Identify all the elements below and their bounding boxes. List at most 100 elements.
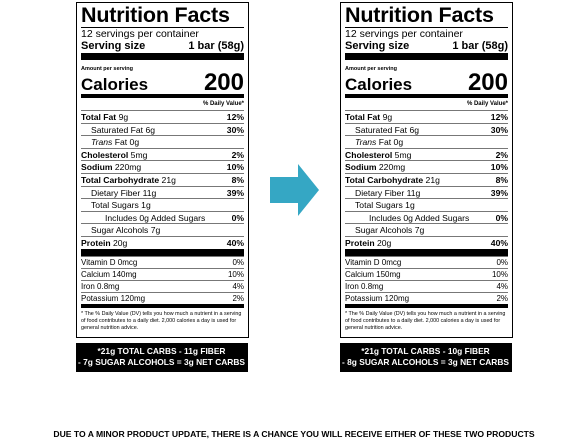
nutrient: Dietary Fiber 11g bbox=[345, 187, 420, 199]
vitamin-amount: 0mcg bbox=[381, 257, 402, 267]
serving-size-row: Serving size 1 bar (58g) bbox=[81, 40, 244, 53]
thick-rule bbox=[81, 53, 244, 60]
nutrient-row: Total Carbohydrate 21g 8% bbox=[81, 172, 244, 186]
nutrient-amount: 1g bbox=[405, 200, 415, 211]
nutrient-name: Total Fat bbox=[81, 112, 117, 122]
nutrient-amount: 9g bbox=[382, 112, 393, 122]
nutrient-amount: 11g bbox=[406, 187, 421, 198]
daily-value: 2% bbox=[495, 149, 508, 160]
nutrient-name: Fat bbox=[378, 137, 392, 148]
nutrient-name: Saturated Fat bbox=[91, 124, 144, 135]
vitamin-amount: 120mg bbox=[384, 294, 410, 304]
nutrient-amount: 7g bbox=[150, 225, 161, 236]
nutrition-label: Nutrition Facts 12 servings per container… bbox=[340, 2, 513, 338]
calories-label: Calories bbox=[81, 75, 149, 94]
serving-size: 1 bar (58g) bbox=[452, 40, 508, 52]
daily-value: 2% bbox=[231, 149, 244, 160]
nutrient-name: Sodium bbox=[81, 162, 113, 173]
nutrient-name: Protein bbox=[81, 237, 111, 248]
nutrient: Total Carbohydrate 21g bbox=[345, 174, 440, 186]
vitamin-row: Calcium 140mg 10% bbox=[81, 267, 244, 280]
nutrient-row: Trans Fat 0g bbox=[345, 135, 508, 148]
nutrient-name: Fat bbox=[114, 137, 128, 148]
daily-value: 0% bbox=[495, 212, 508, 223]
vitamin-amount: 0.8mg bbox=[361, 281, 384, 291]
nutrient-amount: 220mg bbox=[378, 162, 406, 173]
nutrient: Total Fat 9g bbox=[345, 111, 392, 123]
nutrient-row: Sugar Alcohols 7g bbox=[81, 223, 244, 236]
daily-value: 30% bbox=[226, 124, 244, 135]
nutrient-name: Total Fat bbox=[345, 112, 381, 122]
daily-value: 8% bbox=[495, 174, 508, 185]
vitamin-row: Iron 0.8mg 4% bbox=[81, 279, 244, 292]
daily-value: 12% bbox=[226, 112, 244, 122]
nutrient: Trans Fat 0g bbox=[81, 136, 139, 148]
nutrient-name: Dietary Fiber bbox=[355, 187, 405, 198]
calories: 200 bbox=[203, 69, 244, 96]
calories-label: Calories bbox=[345, 75, 413, 94]
daily-value: 39% bbox=[490, 187, 508, 198]
rule bbox=[81, 27, 244, 28]
net-carbs: *21g TOTAL CARBS - 11g FIBER - 7g SUGAR A… bbox=[75, 343, 248, 372]
vitamin-row: Vitamin D 0mcg 0% bbox=[345, 255, 508, 268]
rule bbox=[345, 27, 508, 28]
vitamin-row: Calcium 150mg 10% bbox=[345, 267, 508, 280]
notice: DUE TO A MINOR PRODUCT UPDATE, THERE IS … bbox=[53, 429, 535, 439]
nutrient: Trans Fat 0g bbox=[345, 136, 403, 148]
vitamin: Potassium 120mg bbox=[81, 293, 145, 304]
daily-value: 40% bbox=[490, 237, 508, 248]
vitamin-name: Potassium bbox=[81, 294, 119, 304]
vitamin-name: Iron bbox=[345, 281, 359, 291]
nutrient-italic: Trans bbox=[91, 137, 113, 148]
nutrient-name: Protein bbox=[345, 237, 375, 248]
vitamin-amount: 120mg bbox=[120, 294, 146, 304]
daily-value-header: % Daily Value* bbox=[466, 101, 508, 107]
nutrient: Total Fat 9g bbox=[81, 111, 128, 123]
nutrient-name: Total Sugars bbox=[355, 200, 403, 211]
vitamin-dv: 10% bbox=[227, 269, 244, 279]
nutrient-row: Sugar Alcohols 7g bbox=[345, 223, 508, 236]
arrow bbox=[270, 164, 319, 216]
nutrient-amount: 0g bbox=[129, 137, 140, 148]
vitamin-dv: 2% bbox=[496, 294, 508, 304]
nutrient-amount: 7g bbox=[414, 225, 425, 236]
label-title: Nutrition Facts bbox=[81, 3, 230, 27]
nutrient-row: Dietary Fiber 11g 39% bbox=[81, 185, 244, 199]
nutrient: Cholesterol 5mg bbox=[345, 149, 411, 161]
daily-value: 8% bbox=[231, 174, 244, 185]
daily-value: 12% bbox=[490, 112, 508, 122]
vitamin-dv: 2% bbox=[232, 294, 244, 304]
nutrient: Dietary Fiber 11g bbox=[81, 187, 156, 199]
amount-per-serving: Amount per serving bbox=[345, 66, 397, 72]
nutrient: Includes 0g Added Sugars bbox=[345, 212, 469, 224]
vitamin-dv: 0% bbox=[232, 257, 244, 267]
medium-rule bbox=[81, 304, 244, 309]
vitamin-row: Iron 0.8mg 4% bbox=[345, 279, 508, 292]
vitamin-amount: 140mg bbox=[112, 269, 137, 279]
nutrient-row: Trans Fat 0g bbox=[81, 135, 244, 148]
vitamin: Calcium 150mg bbox=[345, 269, 401, 280]
vitamin-name: Potassium bbox=[345, 294, 383, 304]
net-carbs-line: - 8g SUGAR ALCOHOLS = 3g NET CARBS bbox=[342, 357, 509, 367]
nutrient-amount: 1g bbox=[141, 200, 151, 211]
nutrient: Sugar Alcohols 7g bbox=[81, 224, 160, 236]
servings: 12 servings per container bbox=[81, 28, 199, 40]
daily-value-header: % Daily Value* bbox=[202, 101, 244, 107]
nutrient: Saturated Fat 6g bbox=[81, 124, 155, 136]
nutrient-row: Sodium 220mg 10% bbox=[345, 160, 508, 173]
thick-rule bbox=[345, 248, 508, 256]
nutrient-name: Sugar Alcohols bbox=[355, 225, 413, 236]
nutrient-row: Includes 0g Added Sugars 0% bbox=[81, 210, 244, 224]
medium-rule bbox=[81, 94, 244, 98]
vitamin: Vitamin D 0mcg bbox=[345, 257, 401, 268]
nutrient-amount: 9g bbox=[118, 112, 129, 122]
nutrient: Sugar Alcohols 7g bbox=[345, 224, 424, 236]
nutrient-amount: 20g bbox=[377, 237, 392, 248]
net-carbs-line: *21g TOTAL CARBS - 11g FIBER bbox=[97, 346, 226, 356]
vitamin-amount: 0.8mg bbox=[97, 281, 120, 291]
nutrient-name: Total Sugars bbox=[91, 200, 139, 211]
vitamin: Iron 0.8mg bbox=[81, 281, 119, 292]
vitamin: Calcium 140mg bbox=[81, 269, 137, 280]
vitamin-dv: 4% bbox=[496, 281, 508, 291]
